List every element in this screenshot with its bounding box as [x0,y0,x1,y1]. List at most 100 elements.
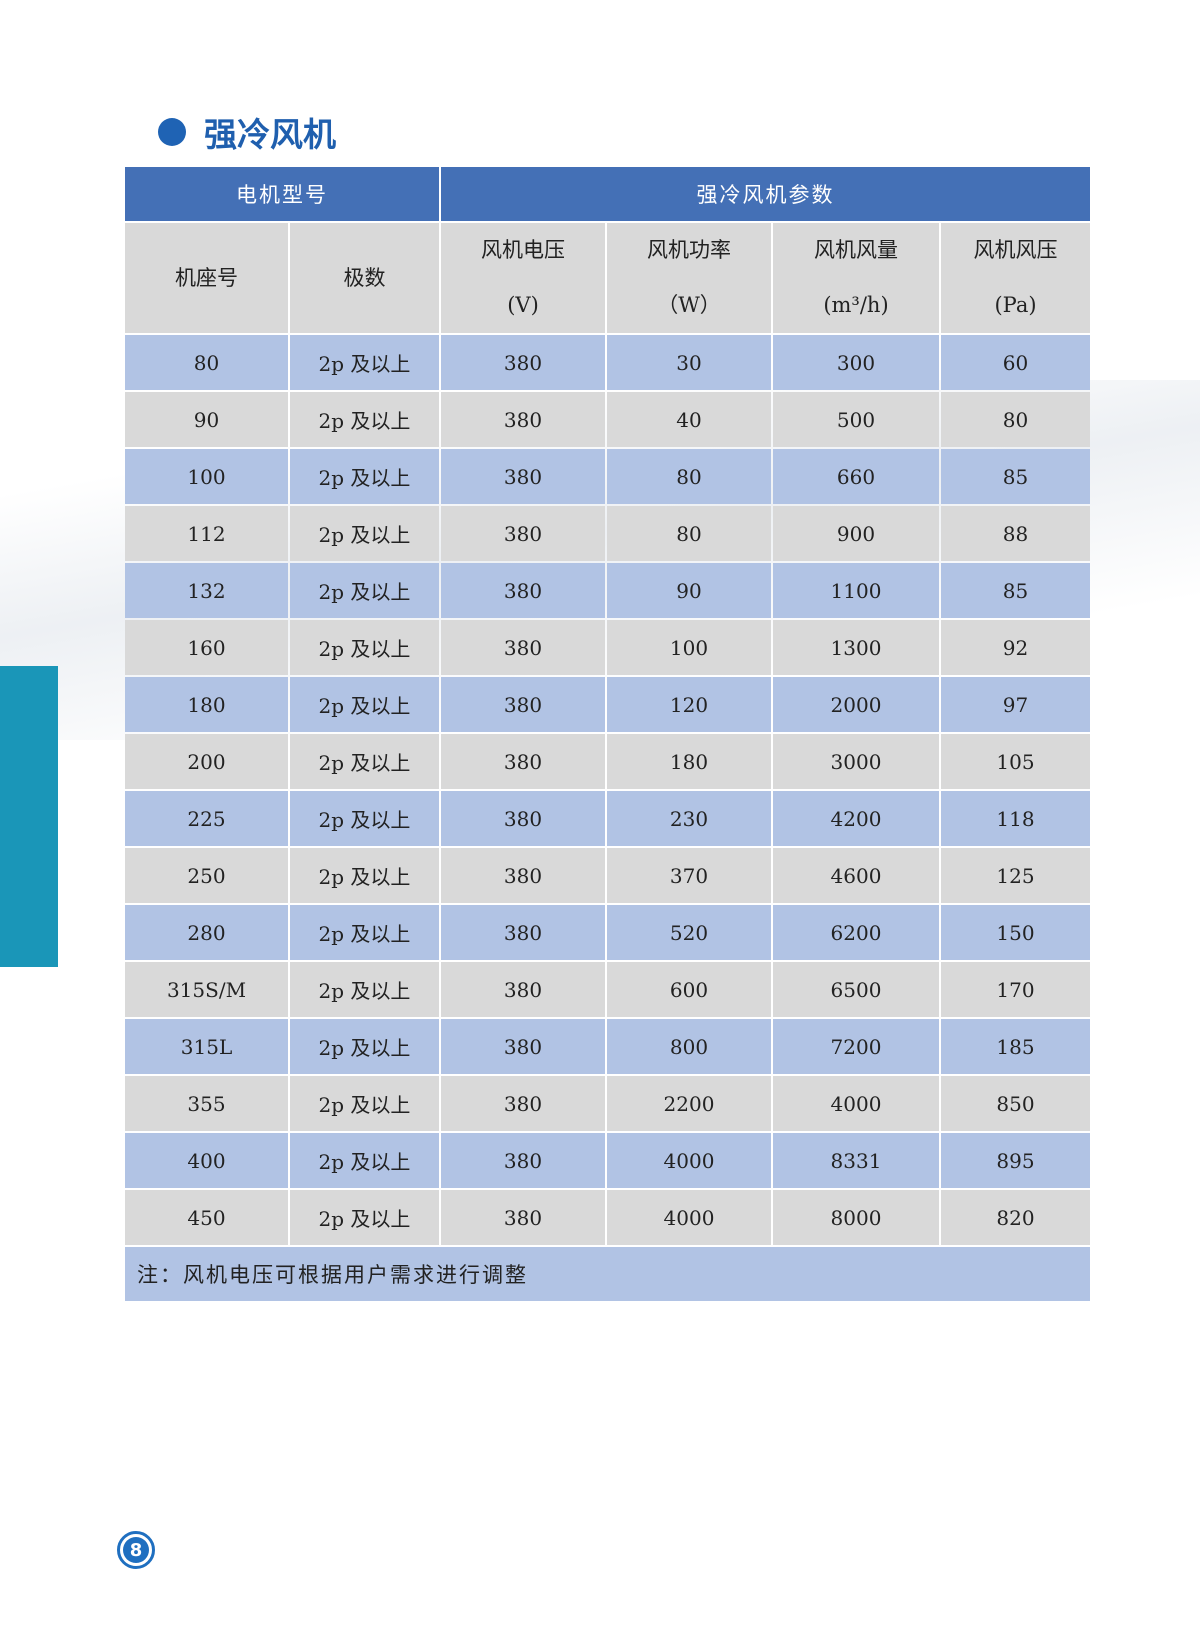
column-header: 风机风量 (m³/h) [773,223,939,333]
table-cell: 355 [125,1076,288,1131]
table-cell: 380 [441,620,605,675]
table-cell: 2p 及以上 [290,848,439,903]
column-header: 极数 [290,223,439,333]
table-cell: 2p 及以上 [290,962,439,1017]
table-cell: 380 [441,677,605,732]
table-row: 400 2p 及以上 380 4000 8331 895 [125,1133,1090,1188]
table-cell: 2p 及以上 [290,335,439,390]
table-cell: 380 [441,392,605,447]
table-cell: 118 [941,791,1090,846]
table-cell: 80 [607,506,771,561]
table-row: 90 2p 及以上 380 40 500 80 [125,392,1090,447]
table-cell: 315S/M [125,962,288,1017]
table-cell: 225 [125,791,288,846]
group-header-motor-model: 电机型号 [125,167,439,221]
column-header: 风机功率 （W） [607,223,771,333]
table-cell: 380 [441,962,605,1017]
table-cell: 850 [941,1076,1090,1131]
column-unit: (m³/h) [823,293,889,317]
table-cell: 400 [125,1133,288,1188]
table-row: 100 2p 及以上 380 80 660 85 [125,449,1090,504]
table-cell: 380 [441,1019,605,1074]
table-cell: 4000 [773,1076,939,1131]
table-cell: 2p 及以上 [290,449,439,504]
side-tab-decoration [0,666,58,967]
table-cell: 380 [441,449,605,504]
table-cell: 380 [441,905,605,960]
page-number-badge: 8 [117,1531,155,1569]
table-cell: 250 [125,848,288,903]
column-header: 风机风压 (Pa) [941,223,1090,333]
table-cell: 4000 [607,1133,771,1188]
table-cell: 105 [941,734,1090,789]
table-cell: 450 [125,1190,288,1245]
group-header-fan-params: 强冷风机参数 [441,167,1090,221]
table-cell: 125 [941,848,1090,903]
table-cell: 200 [125,734,288,789]
table-row: 112 2p 及以上 380 80 900 88 [125,506,1090,561]
table-cell: 2p 及以上 [290,1076,439,1131]
table-cell: 660 [773,449,939,504]
table-row: 160 2p 及以上 380 100 1300 92 [125,620,1090,675]
table-cell: 3000 [773,734,939,789]
column-header: 机座号 [125,223,288,333]
table-cell: 315L [125,1019,288,1074]
table-cell: 2p 及以上 [290,905,439,960]
column-label: 风机功率 [647,238,731,262]
table-cell: 2p 及以上 [290,506,439,561]
table-cell: 80 [607,449,771,504]
table-cell: 600 [607,962,771,1017]
section-title: 强冷风机 [158,108,336,156]
fan-spec-table: 电机型号 强冷风机参数 机座号 极数 风机电压 (V) 风机功率 （W） 风机风量 (m³/h… [123,165,1092,1303]
table-cell: 2p 及以上 [290,563,439,618]
table-cell: 97 [941,677,1090,732]
table-cell: 6200 [773,905,939,960]
table-cell: 380 [441,791,605,846]
table-cell: 80 [125,335,288,390]
table-cell: 90 [607,563,771,618]
table-row: 315S/M 2p 及以上 380 600 6500 170 [125,962,1090,1017]
table-cell: 2000 [773,677,939,732]
table-cell: 380 [441,848,605,903]
table-cell: 380 [441,506,605,561]
table-row: 250 2p 及以上 380 370 4600 125 [125,848,1090,903]
table-cell: 150 [941,905,1090,960]
table-cell: 85 [941,563,1090,618]
table-cell: 800 [607,1019,771,1074]
table-cell: 895 [941,1133,1090,1188]
table-cell: 2p 及以上 [290,734,439,789]
page-number: 8 [123,1537,149,1563]
column-label: 极数 [343,265,386,290]
table-cell: 8000 [773,1190,939,1245]
table-row: 225 2p 及以上 380 230 4200 118 [125,791,1090,846]
table-cell: 30 [607,335,771,390]
table-cell: 2p 及以上 [290,677,439,732]
table-cell: 85 [941,449,1090,504]
table-row: 80 2p 及以上 380 30 300 60 [125,335,1090,390]
table-cell: 120 [607,677,771,732]
table-cell: 185 [941,1019,1090,1074]
table-note: 注：风机电压可根据用户需求进行调整 [125,1247,1090,1301]
bullet-icon [158,118,186,146]
column-label: 风机电压 [481,238,565,262]
table-cell: 90 [125,392,288,447]
table-cell: 6500 [773,962,939,1017]
table-cell: 1300 [773,620,939,675]
table-cell: 380 [441,563,605,618]
table-cell: 520 [607,905,771,960]
table-cell: 112 [125,506,288,561]
table-cell: 2p 及以上 [290,392,439,447]
table-cell: 88 [941,506,1090,561]
table-cell: 180 [125,677,288,732]
column-label: 机座号 [175,265,238,290]
table-cell: 230 [607,791,771,846]
note-row: 注：风机电压可根据用户需求进行调整 [125,1247,1090,1301]
column-unit: (V) [507,293,539,317]
column-label: 风机风量 [814,238,898,262]
section-title-text: 强冷风机 [204,115,336,154]
table-cell: 2p 及以上 [290,620,439,675]
table-cell: 100 [125,449,288,504]
table-row: 450 2p 及以上 380 4000 8000 820 [125,1190,1090,1245]
table-row: 355 2p 及以上 380 2200 4000 850 [125,1076,1090,1131]
table-cell: 160 [125,620,288,675]
